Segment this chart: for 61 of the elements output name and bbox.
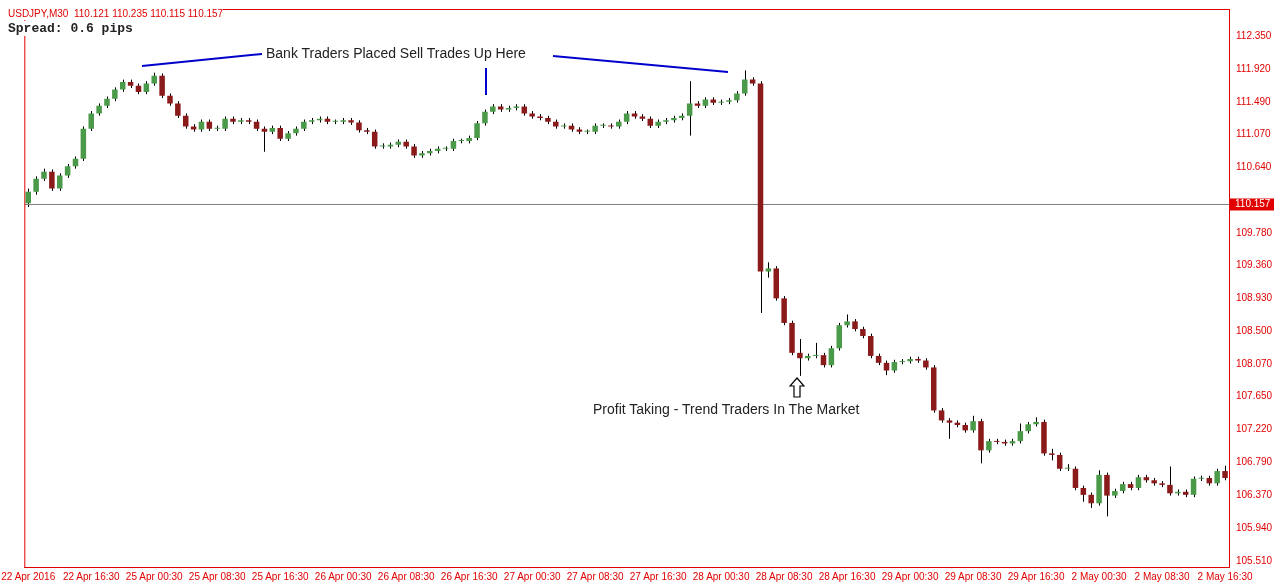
candlestick (1167, 465, 1173, 497)
candlestick (474, 120, 480, 141)
x-tick-label: 25 Apr 16:30 (251, 570, 310, 582)
candlestick (1190, 475, 1197, 498)
annotation: Bank Traders Placed Sell Trades Up Here (266, 45, 526, 61)
x-tick-label: 28 Apr 00:30 (692, 570, 750, 582)
y-tick-label: 108.070 (1236, 358, 1273, 370)
y-tick-label: 106.790 (1236, 456, 1273, 468)
candlestick (836, 322, 843, 352)
candlestick (797, 338, 803, 377)
candlestick (1017, 422, 1024, 444)
candlestick (33, 175, 39, 196)
y-tick-label: 108.500 (1236, 325, 1273, 337)
y-tick-label: 107.220 (1236, 423, 1273, 435)
y-tick-label: 111.070 (1236, 127, 1272, 139)
x-tick-label: 28 Apr 16:30 (818, 570, 876, 582)
candlestick (1072, 465, 1079, 491)
x-tick-label: 2 May 00:30 (1071, 570, 1128, 582)
annotation: Profit Taking - Trend Traders In The Market (593, 401, 860, 417)
y-tick-label: 105.510 (1236, 554, 1273, 566)
candlestick (946, 417, 953, 440)
x-tick-label: 28 Apr 08:30 (755, 570, 813, 582)
candlestick (49, 168, 55, 192)
candlestick (828, 345, 835, 368)
candlestick (1104, 472, 1110, 517)
x-tick-label: 29 Apr 16:30 (1007, 570, 1065, 582)
candlestick (88, 110, 94, 132)
x-tick-label: 22 Apr 16:30 (62, 570, 121, 582)
y-tick-label: 109.360 (1236, 259, 1273, 271)
x-tick-label: 29 Apr 00:30 (881, 570, 939, 582)
y-tick-label: 107.650 (1236, 390, 1273, 402)
candlestick (742, 69, 748, 97)
x-tick-label: 27 Apr 16:30 (629, 570, 687, 582)
y-tick-label: 110.640 (1236, 160, 1272, 172)
x-tick-label: 25 Apr 00:30 (125, 570, 184, 582)
x-tick-label: 27 Apr 00:30 (503, 570, 561, 582)
candlestick (686, 80, 693, 137)
candlestick (25, 188, 32, 208)
x-tick-label: 26 Apr 08:30 (377, 570, 435, 582)
x-tick-label: 26 Apr 16:30 (440, 570, 498, 582)
annotation: Spread: 0.6 pips (8, 21, 133, 36)
chart-title: USDJPY,M30 110.121 110.235 110.115 110.157 (8, 8, 224, 20)
x-tick-label: 22 Apr 2016 (1, 570, 56, 582)
y-tick-label: 111.920 (1236, 62, 1272, 74)
y-tick-label: 106.370 (1236, 488, 1273, 500)
y-tick-label: 105.940 (1236, 521, 1273, 533)
candlestick (608, 122, 614, 130)
y-tick-label: 109.780 (1236, 226, 1273, 238)
candlestick (867, 333, 874, 359)
x-tick-label: 2 May 16:30 (1197, 570, 1254, 582)
x-tick-label: 26 Apr 00:30 (314, 570, 372, 582)
ref-line-label: 110.157 (1235, 198, 1271, 210)
y-tick-label: 111.490 (1236, 95, 1272, 107)
x-tick-label: 29 Apr 08:30 (944, 570, 1002, 582)
x-tick-label: 27 Apr 08:30 (566, 570, 624, 582)
candlestick (1056, 452, 1063, 472)
x-tick-label: 2 May 08:30 (1134, 570, 1191, 582)
candlestick (159, 72, 165, 99)
y-tick-label: 108.930 (1236, 292, 1273, 304)
x-tick-label: 25 Apr 08:30 (188, 570, 247, 582)
y-tick-label: 112.350 (1236, 29, 1272, 41)
